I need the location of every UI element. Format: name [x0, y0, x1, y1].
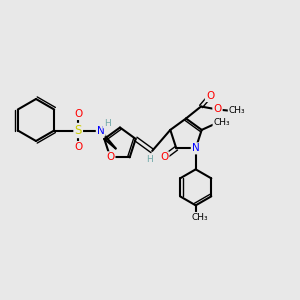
Text: N: N — [97, 125, 105, 136]
Text: O: O — [106, 152, 114, 162]
Text: O: O — [74, 109, 82, 119]
Text: CH₃: CH₃ — [229, 106, 245, 116]
Text: S: S — [74, 124, 82, 137]
Text: O: O — [213, 104, 222, 115]
Text: N: N — [192, 143, 200, 153]
Text: O: O — [74, 142, 82, 152]
Text: CH₃: CH₃ — [192, 213, 208, 222]
Text: O: O — [206, 91, 214, 101]
Text: CH₃: CH₃ — [214, 118, 230, 127]
Text: H: H — [104, 118, 111, 127]
Text: H: H — [146, 155, 153, 164]
Text: O: O — [160, 152, 168, 162]
